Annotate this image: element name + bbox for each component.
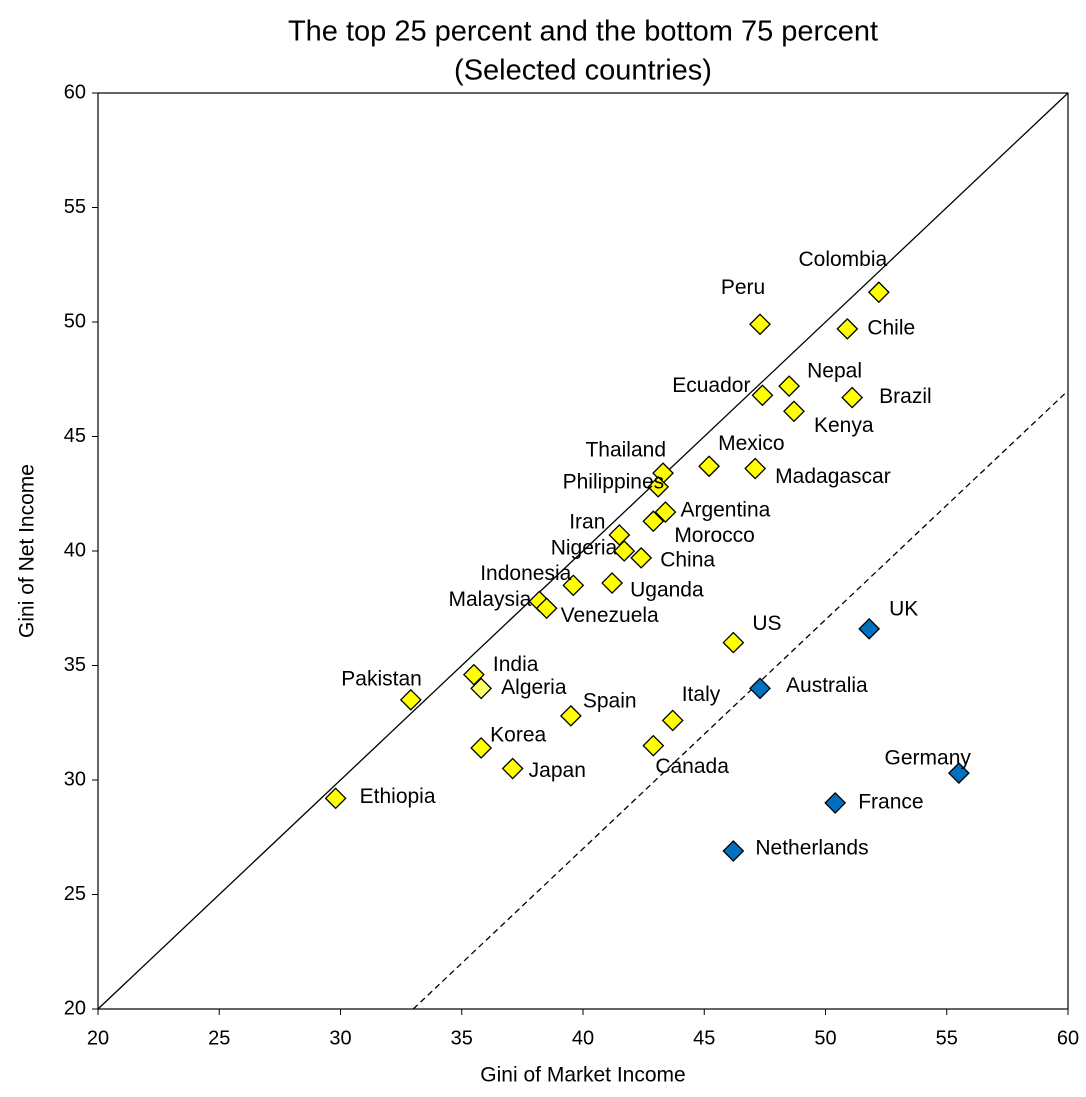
point	[613, 540, 636, 562]
y-axis-label: Gini of Net Income	[16, 464, 39, 638]
point	[867, 281, 890, 304]
point	[722, 631, 745, 654]
point-label: Brazil	[879, 385, 932, 408]
x-tick-label: 30	[329, 1027, 351, 1049]
point-label: Kenya	[814, 414, 874, 437]
point	[642, 510, 665, 533]
x-tick-label: 20	[87, 1027, 109, 1049]
point	[749, 677, 771, 700]
point	[778, 375, 801, 398]
chart-title: The top 25 percent and the bottom 75 per…	[288, 16, 878, 48]
y-tick-label: 50	[64, 310, 86, 332]
x-tick-label: 45	[693, 1027, 715, 1049]
x-tick-label: 50	[814, 1027, 836, 1049]
x-tick-label: 25	[208, 1027, 230, 1049]
point	[698, 455, 721, 478]
point	[661, 709, 684, 732]
point-label: Canada	[655, 755, 729, 778]
point	[744, 457, 767, 480]
point-label: Nepal	[807, 360, 862, 383]
point	[535, 597, 558, 620]
point	[749, 313, 771, 336]
y-tick-label: 25	[64, 883, 86, 905]
point	[501, 757, 524, 780]
y-tick-label: 45	[64, 425, 86, 447]
point	[836, 317, 859, 340]
point	[470, 677, 493, 700]
point-label: Japan	[529, 759, 586, 782]
point	[751, 384, 774, 407]
point	[630, 546, 653, 569]
x-tick-label: 55	[936, 1027, 958, 1049]
point	[470, 737, 493, 759]
point-label: Mexico	[718, 432, 785, 455]
point-label: Morocco	[674, 524, 755, 547]
point-label: Nigeria	[551, 537, 618, 560]
point-label: Iran	[569, 511, 605, 534]
point	[841, 386, 864, 409]
point	[647, 475, 670, 498]
point-label: Philippines	[563, 470, 665, 493]
point	[642, 734, 665, 757]
point-label: Indonesia	[480, 562, 571, 585]
point-label: Australia	[786, 674, 868, 697]
chart-subtitle: (Selected countries)	[454, 55, 712, 87]
point	[324, 787, 347, 810]
point-label: Germany	[885, 747, 972, 770]
point-label: Malaysia	[448, 588, 531, 611]
x-axis-label: Gini of Market Income	[480, 1064, 685, 1087]
x-tick-label: 60	[1057, 1027, 1079, 1049]
y-tick-label: 60	[64, 81, 86, 103]
x-tick-label: 35	[451, 1027, 473, 1049]
point-label: Venezuela	[561, 604, 659, 627]
point-label: Italy	[682, 683, 721, 706]
y-tick-label: 30	[64, 768, 86, 790]
point-label: Madagascar	[775, 465, 891, 488]
reference-line	[97, 92, 1069, 1010]
point-label: Spain	[583, 689, 637, 712]
point-label: Thailand	[585, 439, 666, 462]
point	[601, 572, 624, 594]
point-label: Argentina	[680, 499, 770, 522]
point-label: Netherlands	[755, 837, 868, 860]
point	[462, 663, 485, 686]
point-label: Colombia	[798, 248, 887, 271]
y-tick-label: 55	[64, 196, 86, 218]
point	[858, 617, 881, 640]
point-label: Pakistan	[341, 667, 422, 690]
point	[783, 400, 805, 423]
y-tick-label: 40	[64, 539, 86, 561]
point-label: Korea	[490, 723, 546, 746]
y-tick-label: 35	[64, 654, 86, 676]
point	[824, 791, 847, 814]
point-label: India	[493, 653, 539, 676]
point-label: Peru	[721, 276, 765, 299]
point-label: Ethiopia	[360, 785, 436, 808]
point	[654, 501, 677, 523]
point-label: China	[660, 548, 715, 571]
point-label: Ecuador	[672, 374, 750, 397]
point	[399, 688, 422, 711]
point-label: Algeria	[501, 676, 567, 699]
point-label: UK	[889, 597, 918, 620]
point	[562, 574, 585, 597]
point-label: US	[752, 612, 781, 635]
point-label: Chile	[867, 316, 915, 339]
point-label: Uganda	[630, 579, 704, 602]
point	[722, 840, 745, 862]
x-tick-label: 40	[572, 1027, 594, 1049]
y-tick-label: 20	[64, 997, 86, 1019]
point	[559, 704, 582, 727]
point-label: France	[858, 790, 923, 813]
point	[947, 762, 970, 785]
reference-line	[412, 390, 1069, 1010]
